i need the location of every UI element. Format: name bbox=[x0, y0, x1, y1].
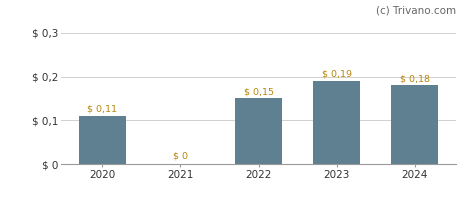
Text: $ 0,18: $ 0,18 bbox=[400, 74, 430, 83]
Text: $ 0,11: $ 0,11 bbox=[87, 105, 118, 114]
Text: (c) Trivano.com: (c) Trivano.com bbox=[376, 6, 456, 16]
Text: $ 0,15: $ 0,15 bbox=[243, 87, 274, 96]
Bar bbox=[313, 81, 360, 164]
Text: $ 0,19: $ 0,19 bbox=[321, 70, 352, 79]
Bar bbox=[235, 98, 282, 164]
Bar bbox=[391, 85, 438, 164]
Text: $ 0: $ 0 bbox=[173, 152, 188, 160]
Bar bbox=[79, 116, 126, 164]
